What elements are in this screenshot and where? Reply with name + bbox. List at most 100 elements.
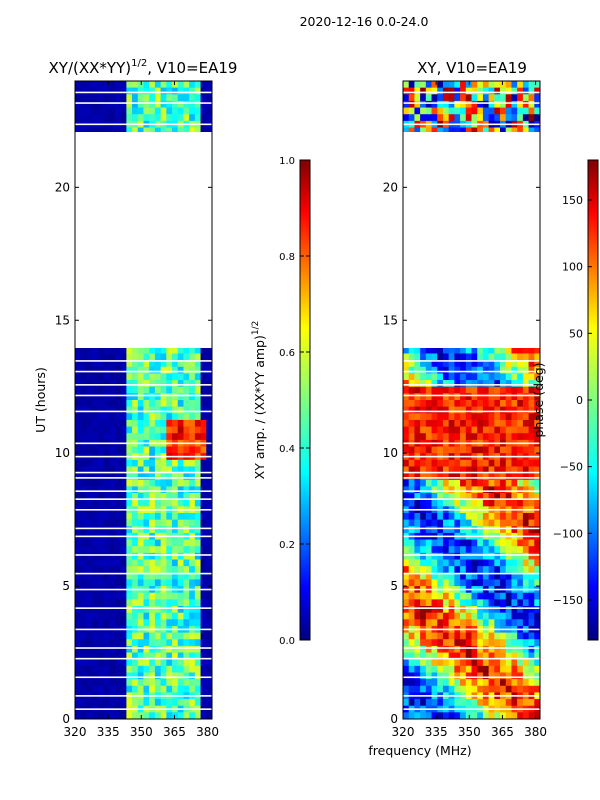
heatmap-cell xyxy=(477,552,484,560)
heatmap-cell xyxy=(132,645,139,653)
heatmap-cell xyxy=(505,672,512,680)
heatmap-cell xyxy=(454,393,461,401)
heatmap-cell xyxy=(482,546,489,554)
heatmap-cell xyxy=(92,81,99,88)
heatmap-cell xyxy=(517,107,524,115)
heatmap-cell xyxy=(505,519,512,527)
heatmap-cell xyxy=(109,366,116,374)
heatmap-cell xyxy=(109,519,116,527)
heatmap-cell xyxy=(408,366,415,374)
heatmap-cell xyxy=(143,499,150,507)
heatmap-cell xyxy=(103,572,110,580)
colorbar2-tick-label: 0 xyxy=(576,394,583,407)
heatmap-cell xyxy=(75,107,82,115)
heatmap-cell xyxy=(120,606,127,613)
heatmap-cell xyxy=(482,552,489,560)
heatmap-cell xyxy=(505,579,512,587)
heatmap-cell xyxy=(80,639,87,647)
heatmap-cell xyxy=(482,699,489,707)
heatmap-cell xyxy=(166,400,173,407)
heatmap-cell xyxy=(109,419,116,427)
heatmap-cell xyxy=(75,386,82,394)
heatmap-cell xyxy=(471,632,478,640)
heatmap-cell xyxy=(189,652,196,660)
heatmap-cell xyxy=(442,526,449,534)
heatmap-cell xyxy=(431,572,438,580)
heatmap-cell xyxy=(494,632,501,640)
heatmap-cell xyxy=(488,406,495,414)
heatmap-cell xyxy=(517,479,524,487)
heatmap-cell xyxy=(166,81,173,88)
heatmap-cell xyxy=(465,539,472,547)
heatmap-cell xyxy=(425,466,432,474)
heatmap-cell xyxy=(160,566,167,574)
heatmap-cell xyxy=(522,512,529,520)
heatmap-cell xyxy=(177,519,184,527)
heatmap-cell xyxy=(103,645,110,653)
heatmap-cell xyxy=(160,699,167,707)
heatmap-cell xyxy=(534,87,541,95)
heatmap-cell xyxy=(92,566,99,574)
heatmap-cell xyxy=(488,473,495,481)
heatmap-cell xyxy=(465,652,472,660)
heatmap-cell xyxy=(488,619,495,627)
heatmap-cell xyxy=(442,114,449,122)
heatmap-cell xyxy=(137,346,144,354)
heatmap-cell xyxy=(149,512,156,520)
heatmap-cell xyxy=(126,712,133,720)
heatmap-cell xyxy=(143,459,150,467)
heatmap-cell xyxy=(132,652,139,660)
heatmap-cell xyxy=(403,579,410,587)
heatmap-cell xyxy=(183,373,190,381)
heatmap-cell xyxy=(403,87,410,95)
heatmap-cell xyxy=(431,107,438,115)
heatmap-cell xyxy=(471,652,478,660)
heatmap-cell xyxy=(126,406,133,414)
heatmap-cell xyxy=(172,400,179,407)
heatmap-cell xyxy=(200,699,207,707)
heatmap-cell xyxy=(408,493,415,500)
heatmap-cell xyxy=(482,679,489,687)
heatmap-cell xyxy=(200,473,207,481)
heatmap-cell xyxy=(114,100,121,108)
heatmap-cell xyxy=(206,100,213,108)
heatmap-cell xyxy=(97,526,104,534)
heatmap-cell xyxy=(120,665,127,673)
heatmap-cell xyxy=(97,539,104,547)
heatmap-cell xyxy=(86,466,93,474)
heatmap-cell xyxy=(194,499,201,507)
heatmap-cell xyxy=(505,606,512,613)
heatmap-cell xyxy=(166,479,173,487)
heatmap-cell xyxy=(194,612,201,620)
heatmap-cell xyxy=(132,473,139,481)
heatmap-cell xyxy=(477,639,484,647)
heatmap-cell xyxy=(126,360,133,368)
heatmap-cell xyxy=(183,493,190,500)
heatmap-cell xyxy=(442,94,449,102)
heatmap-cell xyxy=(454,526,461,534)
heatmap-cell xyxy=(109,632,116,640)
heatmap-cell xyxy=(194,599,201,607)
heatmap-cell xyxy=(137,459,144,467)
heatmap-cell xyxy=(189,94,196,102)
heatmap-cell xyxy=(132,619,139,627)
heatmap-cell xyxy=(505,114,512,122)
heatmap-cell xyxy=(488,592,495,600)
heatmap-cell xyxy=(511,652,518,660)
heatmap-cell xyxy=(511,659,518,667)
heatmap-cell xyxy=(442,486,449,494)
heatmap-cell xyxy=(177,592,184,600)
heatmap-cell xyxy=(425,659,432,667)
heatmap-cell xyxy=(482,539,489,547)
heatmap-cell xyxy=(408,546,415,554)
heatmap-cell xyxy=(75,572,82,580)
heatmap-cell xyxy=(534,592,541,600)
heatmap-cell xyxy=(505,100,512,108)
heatmap-cell xyxy=(80,685,87,693)
heatmap-cell xyxy=(103,519,110,527)
heatmap-cell xyxy=(177,685,184,693)
heatmap-cell xyxy=(420,433,427,441)
heatmap-cell xyxy=(403,473,410,481)
heatmap-cell xyxy=(166,712,173,720)
heatmap-cell xyxy=(511,393,518,401)
